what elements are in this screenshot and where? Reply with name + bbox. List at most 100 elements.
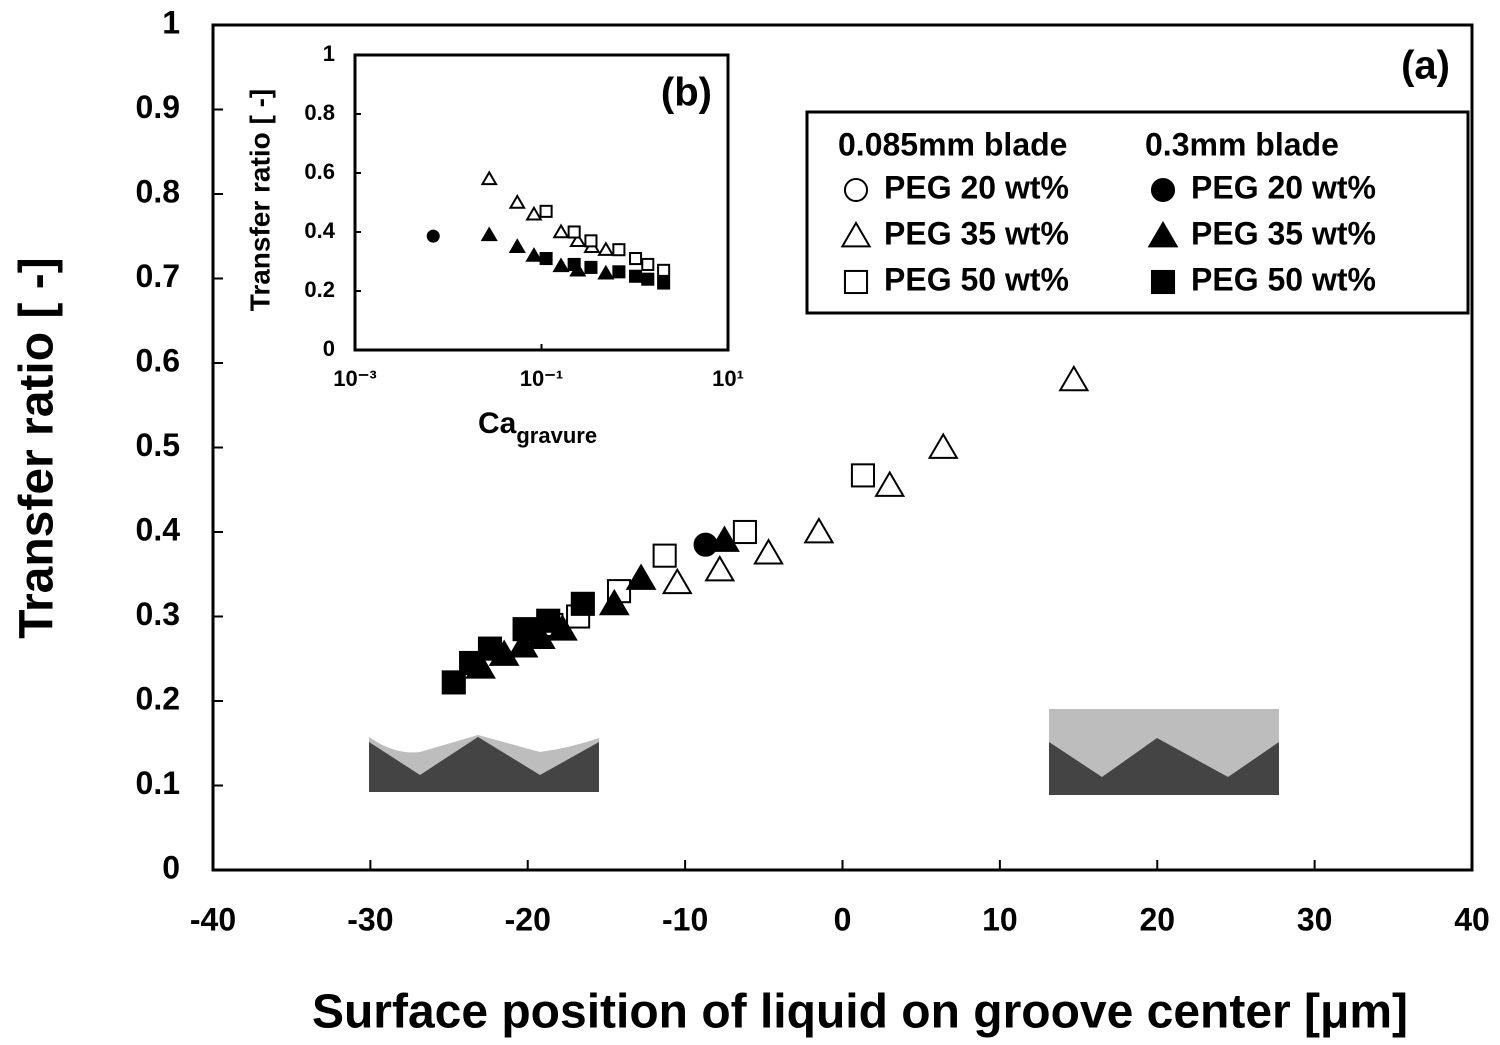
x-tick-label: 10¹ (712, 366, 744, 391)
x-tick-label: 0 (834, 901, 852, 937)
x-tick-label: -40 (190, 901, 236, 937)
x-tick-label: 30 (1297, 901, 1333, 937)
y-tick-label: 0.3 (136, 596, 180, 632)
y-tick-label: 1 (162, 4, 180, 40)
legend-label: PEG 35 wt% (884, 215, 1069, 251)
groove-illustration-right (1049, 709, 1279, 795)
point (927, 432, 959, 459)
point (539, 204, 553, 218)
x-tick-label: 10⁻³ (333, 366, 376, 391)
inset-y-axis-label: Transfer ratio [ -] (244, 89, 275, 311)
x-axis-label: Surface position of liquid on groove cen… (312, 986, 1408, 1039)
point (459, 650, 484, 676)
y-tick-label: 0.8 (136, 173, 180, 209)
point (441, 670, 466, 695)
point (612, 243, 626, 257)
legend-marker (840, 221, 872, 248)
legend-marker (1150, 269, 1176, 295)
point (661, 567, 693, 595)
point (657, 276, 671, 290)
y-tick-label: 0.4 (136, 511, 181, 547)
panel-label: (a) (1401, 44, 1450, 88)
y-tick-label: 1 (323, 41, 335, 66)
point (507, 631, 539, 658)
point (704, 555, 736, 582)
panel-label: (b) (661, 71, 712, 115)
point (567, 225, 581, 239)
y-tick-label: 0 (162, 849, 180, 885)
legend-label: PEG 35 wt% (1191, 215, 1376, 251)
point (1058, 364, 1090, 392)
y-tick-label: 0.2 (304, 277, 335, 302)
y-tick-label: 0.7 (136, 258, 180, 294)
point (641, 272, 655, 286)
x-tick-label: 10 (982, 901, 1018, 937)
x-tick-label: -20 (505, 901, 551, 937)
point (570, 591, 595, 616)
legend-marker (1147, 221, 1179, 248)
x-tick-label: -30 (347, 901, 393, 937)
point (641, 257, 655, 271)
legend-label: PEG 20 wt% (1191, 169, 1376, 205)
point (426, 229, 440, 243)
point (569, 232, 587, 248)
point (525, 247, 543, 262)
legend-label: PEG 50 wt% (1191, 261, 1376, 297)
point (629, 252, 643, 266)
y-tick-label: 0.9 (136, 89, 180, 125)
point (625, 563, 657, 590)
x-label-subscript: gravure (516, 423, 597, 448)
inset-x-axis-label: Cagravure (478, 407, 597, 448)
point (709, 525, 740, 552)
y-tick-label: 0 (323, 336, 335, 361)
point (584, 260, 598, 274)
point (539, 252, 553, 266)
x-tick-label: 10⁻¹ (520, 366, 563, 391)
y-tick-label: 0.1 (136, 765, 180, 801)
point (598, 588, 630, 616)
point (803, 517, 835, 544)
point (657, 263, 671, 277)
x-tick-label: 40 (1454, 901, 1490, 937)
point (874, 470, 906, 497)
point (629, 269, 643, 283)
point (597, 241, 615, 256)
legend-box (805, 110, 1470, 315)
point (652, 543, 677, 568)
point (480, 226, 498, 242)
x-tick-label: 20 (1139, 901, 1175, 937)
y-tick-label: 0.6 (304, 159, 335, 184)
x-label-text: Ca (478, 407, 517, 440)
legend-marker (1150, 177, 1176, 203)
legend-label: PEG 50 wt% (884, 261, 1069, 297)
point (584, 234, 598, 248)
legend-label: PEG 20 wt% (884, 169, 1069, 205)
legend-title: 0.3mm blade (1145, 126, 1339, 162)
y-tick-label: 0.8 (304, 100, 335, 125)
point (512, 617, 537, 642)
point (525, 205, 543, 221)
x-tick-label: -10 (662, 901, 708, 937)
y-tick-label: 0.2 (136, 680, 180, 716)
point (753, 538, 784, 565)
y-tick-label: 0.6 (136, 342, 180, 378)
point (732, 519, 757, 545)
point (536, 608, 561, 633)
point (508, 194, 526, 209)
point (850, 463, 876, 488)
point (508, 238, 526, 253)
point (480, 170, 498, 186)
groove-illustration-left (369, 735, 599, 792)
point (552, 257, 570, 273)
y-tick-label: 0.5 (136, 427, 180, 463)
legend-marker (843, 177, 869, 203)
y-axis-label: Transfer ratio [ -] (11, 257, 64, 638)
y-tick-label: 0.4 (304, 218, 335, 243)
legend-marker (843, 269, 869, 295)
point (477, 636, 503, 661)
point (597, 264, 615, 280)
legend-title: 0.085mm blade (838, 126, 1067, 162)
point (567, 257, 581, 271)
point (612, 265, 626, 279)
